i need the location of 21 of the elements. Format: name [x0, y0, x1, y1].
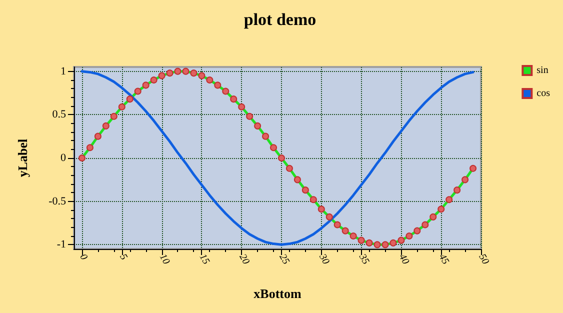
x-tick-label: 50	[476, 252, 491, 266]
x-tick-label: 40	[396, 252, 411, 266]
legend-label: sin	[536, 65, 548, 76]
x-tick-label: 25	[276, 252, 292, 266]
y-tick-label: 0	[60, 152, 66, 164]
y-tick-label: 0.5	[52, 108, 66, 121]
x-tick-label: 30	[316, 251, 332, 266]
y-axis-title: yLabel	[15, 138, 30, 178]
y-tick-label: -1	[56, 238, 66, 251]
x-tick-label: 10	[157, 252, 172, 266]
x-axis-title: xBottom	[254, 286, 302, 301]
chart-title: plot demo	[244, 10, 316, 29]
x-tick-label: 20	[236, 252, 252, 266]
x-tick-label: 15	[196, 252, 212, 266]
legend-label: cos	[536, 88, 550, 99]
x-tick-label: 0	[77, 252, 90, 262]
x-tick-label: 35	[356, 251, 372, 266]
y-tick-label: 1	[60, 65, 66, 78]
x-tick-label: 45	[436, 252, 451, 266]
y-tick-label: -0.5	[48, 195, 66, 208]
x-tick-label: 5	[117, 252, 130, 262]
